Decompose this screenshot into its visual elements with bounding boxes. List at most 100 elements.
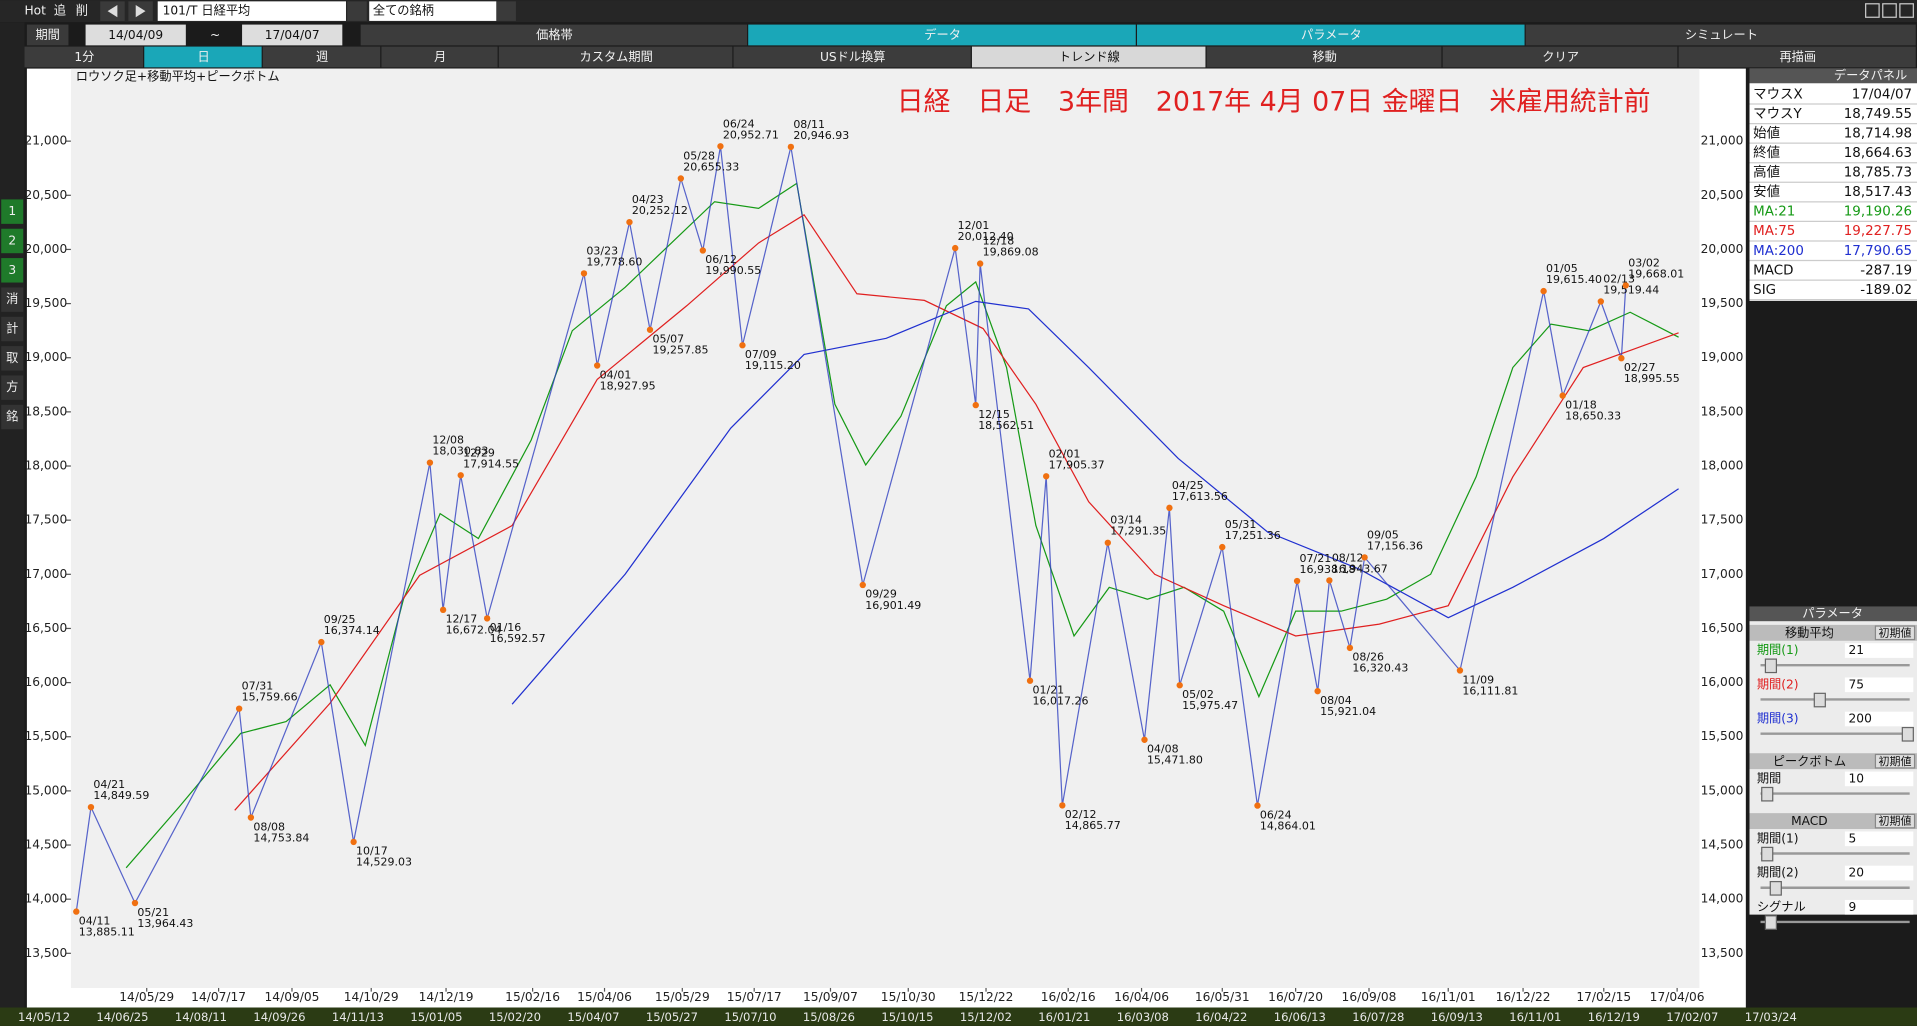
- moving-average-line: [511, 300, 1679, 705]
- x-tick-label: 16/12/22: [1496, 990, 1551, 1004]
- reset-button[interactable]: [1874, 625, 1916, 641]
- toolbar-button[interactable]: [1442, 46, 1678, 68]
- peak-marker: [483, 615, 491, 622]
- sidebar-button[interactable]: [1, 228, 24, 254]
- parameter-input[interactable]: [1844, 711, 1914, 727]
- parameter-input[interactable]: [1844, 899, 1914, 915]
- peak-date-label: 12/15: [978, 408, 1010, 421]
- slider-knob[interactable]: [1761, 846, 1774, 862]
- data-row-label: MA:75: [1753, 224, 1795, 239]
- peak-marker: [131, 899, 139, 907]
- peak-value-label: 19,869.08: [983, 246, 1039, 259]
- y-tick-label: 14,500: [24, 838, 67, 852]
- peak-date-label: 05/31: [1225, 518, 1257, 531]
- end-date: 17/04/07: [265, 28, 320, 42]
- peak-marker: [350, 838, 357, 846]
- end-date-input[interactable]: [242, 24, 343, 46]
- navigator-label: 15/07/10: [724, 1010, 776, 1024]
- toolbar-button[interactable]: [144, 46, 262, 68]
- x-tick-label: 14/10/29: [344, 990, 399, 1004]
- x-tick-label: 16/07/20: [1268, 990, 1323, 1004]
- delete-button[interactable]: 削: [76, 4, 88, 18]
- toolbar-button-label: USドル換算: [820, 49, 886, 64]
- sidebar-button[interactable]: [1, 199, 24, 224]
- peak-value-label: 14,849.59: [93, 789, 149, 802]
- parameter-input[interactable]: [1844, 831, 1914, 847]
- universe-select[interactable]: [369, 1, 497, 21]
- x-tick-label: 16/09/08: [1342, 990, 1397, 1004]
- toolbar-button-label: 移動: [1312, 50, 1336, 64]
- slider-knob[interactable]: [1761, 786, 1774, 802]
- peak-value-label: 14,529.03: [356, 856, 412, 869]
- sidebar-button[interactable]: [1, 346, 24, 371]
- peak-marker: [1166, 504, 1173, 512]
- sidebar-button[interactable]: [1, 404, 24, 430]
- peak-marker: [1618, 355, 1625, 362]
- slider-knob[interactable]: [1764, 915, 1778, 930]
- sidebar-label: 計: [6, 321, 18, 336]
- peak-marker: [626, 218, 633, 226]
- parameter-label: 期間(3): [1757, 712, 1799, 726]
- y-tick-label: 14,000: [24, 892, 67, 906]
- toolbar-button[interactable]: [971, 46, 1206, 68]
- parameter-value: 20: [1849, 866, 1865, 880]
- window-close[interactable]: [1899, 3, 1914, 18]
- toolbar-button[interactable]: [733, 46, 971, 68]
- sidebar-button[interactable]: [1, 316, 24, 342]
- universe-dropdown[interactable]: [496, 1, 516, 21]
- add-button[interactable]: 追: [54, 3, 66, 18]
- peak-marker: [426, 459, 434, 466]
- start-date-input[interactable]: [85, 24, 186, 46]
- period-label-box: [26, 24, 69, 46]
- toolbar-button[interactable]: [1206, 46, 1442, 68]
- x-tick-label: 14/12/19: [419, 990, 474, 1004]
- reset-button[interactable]: [1874, 753, 1916, 769]
- sidebar-button[interactable]: [1, 258, 24, 283]
- slider-knob[interactable]: [1901, 726, 1914, 742]
- navigator-label: 16/07/28: [1352, 1010, 1404, 1024]
- data-row-label: 始値: [1753, 125, 1780, 141]
- parameter-label: 期間: [1757, 771, 1781, 785]
- slider-knob[interactable]: [1764, 658, 1778, 674]
- symbol-dropdown[interactable]: [347, 1, 367, 21]
- parameter-input[interactable]: [1844, 771, 1914, 787]
- peak-date-label: 07/09: [745, 348, 777, 361]
- navigator-label: 15/04/07: [567, 1010, 619, 1024]
- navigator-label: 14/08/11: [175, 1010, 227, 1024]
- reset-button[interactable]: [1874, 813, 1916, 829]
- peak-date-label: 12/08: [432, 434, 464, 447]
- tab[interactable]: [748, 24, 1136, 46]
- toolbar-button[interactable]: [24, 46, 144, 68]
- parameter-input[interactable]: [1844, 677, 1914, 693]
- x-tick-label: 15/09/07: [803, 990, 858, 1004]
- peak-marker: [1219, 543, 1226, 551]
- slider-knob[interactable]: [1769, 880, 1782, 896]
- hot-button[interactable]: Hot: [24, 4, 46, 18]
- parameter-input[interactable]: [1844, 865, 1914, 881]
- peak-value-label: 20,946.93: [793, 129, 849, 142]
- x-tick-label: 15/05/29: [655, 990, 710, 1004]
- tab[interactable]: [1525, 24, 1916, 46]
- window-max[interactable]: [1882, 3, 1897, 18]
- toolbar-button[interactable]: [262, 46, 381, 68]
- section-title: MACD: [1791, 814, 1828, 828]
- peak-date-label: 02/13: [1603, 272, 1635, 285]
- parameter-input[interactable]: [1844, 643, 1914, 658]
- peak-marker: [1104, 539, 1111, 546]
- sidebar-button[interactable]: [1, 375, 24, 400]
- toolbar-button[interactable]: [498, 46, 733, 68]
- slider-knob[interactable]: [1813, 692, 1826, 708]
- window-min[interactable]: [1865, 3, 1880, 18]
- sidebar-button[interactable]: [1, 287, 24, 312]
- symbol-input[interactable]: [157, 1, 346, 21]
- navigator-bar[interactable]: [0, 1007, 1917, 1026]
- peak-marker: [73, 908, 80, 915]
- peak-date-label: 04/11: [79, 914, 111, 927]
- toolbar-button[interactable]: [1678, 46, 1916, 68]
- toolbar-button[interactable]: [381, 46, 498, 68]
- navigator-label: 15/02/20: [489, 1010, 541, 1024]
- tab[interactable]: [1136, 24, 1525, 46]
- peak-marker: [318, 638, 325, 646]
- tab[interactable]: [360, 24, 747, 46]
